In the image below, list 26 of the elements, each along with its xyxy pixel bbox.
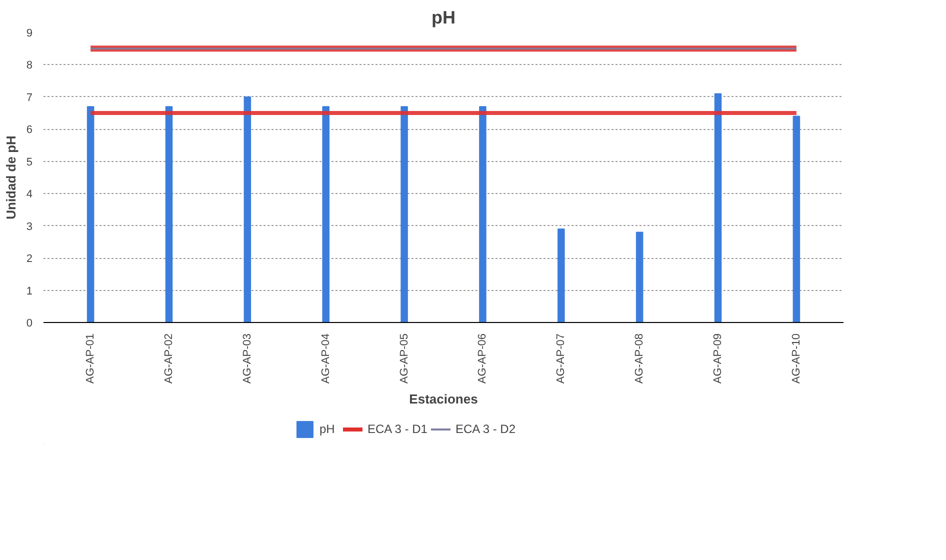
legend-label: pH <box>319 422 336 436</box>
legend-label: ECA 3 - D2 <box>455 422 516 436</box>
y-tick-label: 1 <box>26 285 33 298</box>
x-tick-label: AG-AP-06 <box>476 333 489 384</box>
y-tick-label: 6 <box>26 124 33 136</box>
x-axis-title: Estaciones <box>409 392 478 407</box>
x-tick-label: AG-AP-05 <box>398 333 410 384</box>
x-tick-label: AG-AP-08 <box>634 333 646 384</box>
y-axis-title: Unidad de pH <box>3 136 18 220</box>
y-tick-label: 0 <box>26 318 33 330</box>
chart-title: pH <box>432 8 456 28</box>
y-tick-label: 2 <box>26 253 33 266</box>
y-tick-label: 5 <box>26 156 33 168</box>
x-tick-label: AG-AP-01 <box>84 333 97 384</box>
x-tick-label: AG-AP-09 <box>712 333 724 384</box>
y-tick-label: 4 <box>26 188 33 201</box>
x-tick-label: AG-AP-04 <box>320 333 332 384</box>
x-tick-label: AG-AP-02 <box>162 333 175 384</box>
x-tick-label: AG-AP-03 <box>241 333 254 384</box>
y-tick-label: 3 <box>26 220 33 233</box>
y-tick-label: 7 <box>26 92 33 104</box>
y-tick-label: 8 <box>26 60 33 72</box>
legend-label: ECA 3 - D1 <box>367 422 428 436</box>
y-tick-label: 9 <box>26 28 33 40</box>
x-tick-label: AG-AP-07 <box>555 333 568 384</box>
x-tick-label: AG-AP-10 <box>790 333 802 384</box>
